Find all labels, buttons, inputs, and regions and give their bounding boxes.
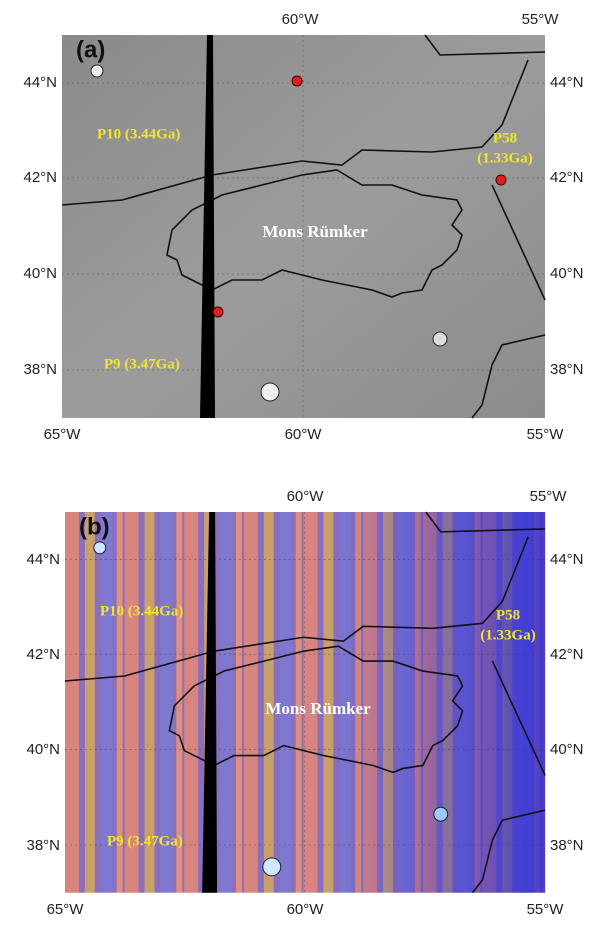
top-tick-label: 55°W [530, 488, 568, 505]
site-label: P9 (3.47Ga) [104, 356, 180, 372]
feature-label: Mons Rümker [262, 222, 368, 241]
site-label: (1.33Ga) [480, 627, 535, 643]
right-tick-label: 40°N [550, 265, 584, 282]
left-tick-label: 42°N [26, 646, 60, 663]
bottom-tick-label: 65°W [47, 901, 85, 918]
left-tick-label: 40°N [26, 741, 60, 758]
right-tick-label: 44°N [550, 551, 584, 568]
left-tick-label: 40°N [23, 265, 57, 282]
site-label: (1.33Ga) [477, 150, 532, 166]
right-tick-label: 40°N [550, 741, 584, 758]
bottom-tick-label: 60°W [285, 426, 323, 443]
right-tick-label: 42°N [550, 646, 584, 663]
left-tick-label: 42°N [23, 169, 57, 186]
left-tick-label: 38°N [26, 837, 60, 854]
left-tick-label: 44°N [23, 74, 57, 91]
right-tick-label: 38°N [550, 837, 584, 854]
right-tick-label: 38°N [550, 361, 584, 378]
right-tick-label: 44°N [550, 74, 584, 91]
bottom-tick-label: 60°W [287, 901, 325, 918]
top-tick-label: 55°W [522, 11, 560, 28]
left-tick-label: 44°N [26, 551, 60, 568]
top-tick-label: 60°W [287, 488, 325, 505]
top-tick-label: 60°W [282, 11, 320, 28]
bottom-tick-label: 65°W [44, 426, 82, 443]
site-label: P10 (3.44Ga) [97, 126, 180, 142]
site-label: P9 (3.47Ga) [107, 833, 183, 849]
panel-label: (b) [79, 513, 110, 540]
bottom-tick-label: 55°W [527, 901, 565, 918]
map-a [61, 34, 546, 419]
right-tick-label: 42°N [550, 169, 584, 186]
panel-label: (a) [76, 36, 105, 63]
left-tick-label: 38°N [23, 361, 57, 378]
site-label: P58 [493, 130, 517, 146]
site-label: P58 [496, 607, 520, 623]
bottom-tick-label: 55°W [527, 426, 565, 443]
site-label: P10 (3.44Ga) [100, 603, 183, 619]
feature-label: Mons Rümker [265, 699, 371, 718]
map-b [64, 511, 546, 894]
